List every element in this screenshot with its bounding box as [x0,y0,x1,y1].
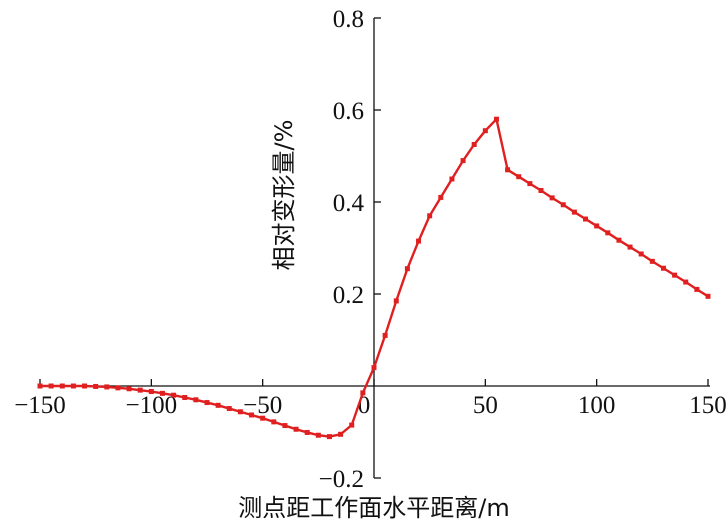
marker [215,402,221,408]
marker [293,426,299,432]
marker [204,400,210,406]
marker [571,209,577,215]
marker [616,237,622,243]
marker [482,128,488,134]
x-tick-label: 150 [689,392,727,419]
marker [271,419,277,425]
marker [193,397,199,403]
marker [683,279,689,285]
y-axis-label: 相对变形量/% [270,120,298,271]
marker [594,223,600,229]
marker [104,384,110,390]
marker [126,386,132,392]
marker [315,432,321,438]
marker [393,298,399,304]
marker [260,415,266,421]
x-tick-label: −150 [14,392,66,419]
marker [538,188,544,193]
marker [304,429,310,435]
marker [460,158,466,164]
marker [583,216,589,222]
marker [349,422,355,428]
marker [549,195,555,201]
marker [660,265,666,271]
marker [282,423,288,429]
marker [171,392,177,398]
marker [338,431,344,437]
marker [59,383,65,389]
marker [237,409,243,415]
y-tick-label: 0.8 [333,6,364,33]
marker [326,434,332,440]
marker [672,272,678,278]
marker [605,230,611,236]
marker [438,194,444,200]
marker [427,213,433,219]
marker [516,174,522,180]
y-tick-label: 0.4 [333,190,365,217]
marker [159,390,165,396]
marker [449,176,455,182]
marker [627,244,633,250]
marker [182,395,188,400]
x-tick-label: 50 [473,392,498,419]
marker [493,116,499,122]
marker [471,142,477,147]
marker [82,383,88,389]
marker [70,383,76,389]
x-tick-label: −100 [126,392,178,419]
marker [382,332,388,338]
marker [527,181,533,187]
marker [249,412,255,418]
marker [137,387,143,393]
y-tick-label: 0.2 [333,282,364,309]
y-tick-label: −0.2 [319,466,364,493]
marker [148,389,154,395]
marker [226,406,232,412]
marker [416,238,422,244]
marker [93,383,99,389]
marker [37,383,43,389]
marker [638,251,644,257]
x-axis-label: 测点距工作面水平距离/m [238,494,509,522]
x-tick-label: 100 [578,392,616,419]
marker [115,385,121,391]
marker [705,293,711,299]
y-tick-label: 0.6 [333,98,364,125]
marker [505,167,511,173]
marker [560,202,566,208]
marker [360,390,366,396]
marker [404,266,410,272]
marker [694,286,700,292]
marker [48,383,54,389]
marker [649,258,655,264]
marker [371,365,377,371]
